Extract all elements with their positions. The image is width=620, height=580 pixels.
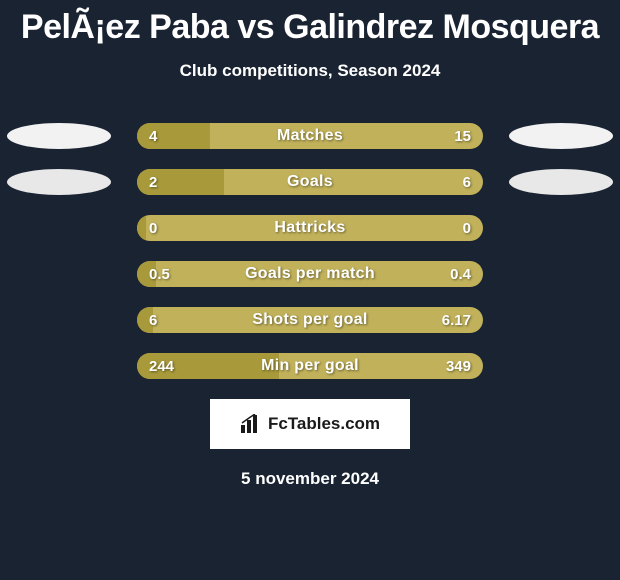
- left-ellipse: [7, 169, 111, 195]
- right-ellipse: [509, 123, 613, 149]
- stat-label: Goals per match: [137, 261, 483, 287]
- stat-bar: 415Matches: [137, 123, 483, 149]
- left-ellipse: [7, 123, 111, 149]
- stat-row: 26Goals: [0, 169, 620, 195]
- right-ellipse: [509, 169, 613, 195]
- comparison-infographic: PelÃ¡ez Paba vs Galindrez Mosquera Club …: [0, 0, 620, 580]
- stat-row: 0.50.4Goals per match: [0, 261, 620, 287]
- page-subtitle: Club competitions, Season 2024: [0, 61, 620, 81]
- brand-badge: FcTables.com: [210, 399, 410, 449]
- stat-label: Goals: [137, 169, 483, 195]
- stat-bar: 00Hattricks: [137, 215, 483, 241]
- stat-label: Matches: [137, 123, 483, 149]
- stat-label: Hattricks: [137, 215, 483, 241]
- stat-bar: 26Goals: [137, 169, 483, 195]
- stat-bar: 0.50.4Goals per match: [137, 261, 483, 287]
- footer-date: 5 november 2024: [0, 469, 620, 489]
- brand-text: FcTables.com: [268, 414, 380, 434]
- stat-label: Shots per goal: [137, 307, 483, 333]
- stat-row: 00Hattricks: [0, 215, 620, 241]
- stat-bar: 66.17Shots per goal: [137, 307, 483, 333]
- stat-row: 66.17Shots per goal: [0, 307, 620, 333]
- stat-row: 244349Min per goal: [0, 353, 620, 379]
- stat-row: 415Matches: [0, 123, 620, 149]
- page-title: PelÃ¡ez Paba vs Galindrez Mosquera: [0, 0, 620, 47]
- stat-rows: 415Matches 26Goals 00Hattricks 0.50.4Goals …: [0, 123, 620, 379]
- stat-label: Min per goal: [137, 353, 483, 379]
- bar-chart-icon: [240, 414, 262, 434]
- stat-bar: 244349Min per goal: [137, 353, 483, 379]
